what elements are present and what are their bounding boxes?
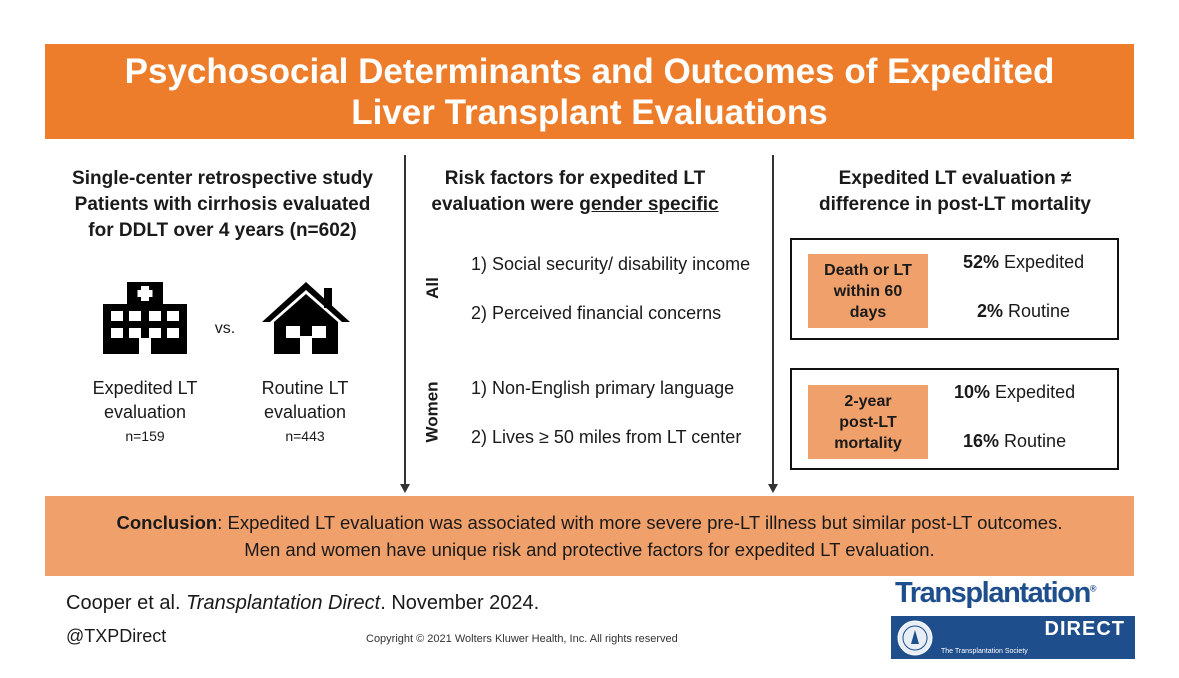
journal-logo-bar: DIRECT The Transplantation Society [891,616,1135,659]
citation-author: Cooper et al. [66,592,187,614]
journal-logo-society: The Transplantation Society [941,648,1028,655]
stat-label: Expedited [990,382,1076,402]
risk-heading: Risk factors for expedited LT evaluation… [415,166,735,218]
stat-routine-2-year: 16% Routine [963,431,1066,452]
stat-label: Routine [1003,301,1071,321]
journal-logo: Transplantation® DIRECT The Transplantat… [891,577,1135,659]
routine-label-line-1: Routine LT [261,378,349,398]
title-banner: Psychosocial Determinants and Outcomes o… [45,44,1134,139]
risk-item: 1) Non-English primary language [471,378,735,398]
divider-line-right [772,155,774,485]
citation: Cooper et al. Transplantation Direct. No… [66,592,539,615]
risk-heading-line-2: evaluation were gender specific [415,192,735,218]
outcome-heading-line-2: difference in post-LT mortality [818,194,1091,215]
conclusion-prefix: Conclusion [116,512,218,533]
outcome-label-line: days [849,303,887,321]
outcome-label-line: 2-year [844,392,892,410]
study-line-1: Single-center retrospective study [72,168,373,189]
divider-line-left [404,155,406,485]
expedited-label-line-1: Expedited LT [92,378,198,398]
risk-item: 2) Lives ≥ 50 miles from LT center [471,427,742,447]
vs-label: vs. [214,320,236,337]
outcome-label-line: mortality [834,434,902,452]
expedited-n: n=159 [125,428,165,444]
outcome-label-line: post-LT [839,413,897,431]
stat-routine-60-day: 2% Routine [977,301,1070,322]
risk-heading-line-1: Risk factors for expedited LT [444,168,706,189]
page-title-line-2: Liver Transplant Evaluations [351,92,828,132]
divider-arrow-right [768,484,778,493]
outcome-heading: Expedited LT evaluation ≠ difference in … [780,166,1130,218]
divider-arrow-left [400,484,410,493]
stat-value: 10% [954,382,991,402]
journal-logo-registered: ® [1089,583,1097,594]
group-label-all-wrap: All [410,276,456,300]
stat-expedited-2-year: 10% Expedited [954,382,1075,403]
conclusion-line-2: Men and women have unique risk and prote… [244,539,935,560]
risk-heading-prefix: evaluation were [431,194,580,215]
risk-item: 2) Perceived financial concerns [471,303,722,323]
expedited-label-line-2: evaluation [103,402,187,422]
copyright-notice: Copyright © 2021 Wolters Kluwer Health, … [366,633,678,645]
group-label-women-wrap: Women [395,381,471,442]
journal-logo-name: Transplantation® [895,577,1097,610]
stat-label: Routine [999,431,1067,451]
conclusion-line-1: Conclusion: Expedited LT evaluation was … [45,509,1134,536]
conclusion-band: Conclusion: Expedited LT evaluation was … [45,496,1134,576]
study-line-2: Patients with cirrhosis evaluated [74,194,371,215]
outcome-label-2-year: 2-year post-LT mortality [808,385,928,459]
journal-logo-sub: DIRECT [1044,618,1125,640]
page-title-line-1: Psychosocial Determinants and Outcomes o… [124,51,1055,91]
stat-value: 52% [963,252,1000,272]
hospital-icon [103,282,187,354]
citation-journal: Transplantation Direct [186,592,381,614]
outcome-label-line: Death or LT [824,261,912,279]
routine-group-label: Routine LT evaluation n=443 [240,376,370,448]
twitter-handle[interactable]: @TXPDirect [66,626,167,646]
group-label-all: All [422,277,442,299]
study-description: Single-center retrospective study Patien… [50,166,395,244]
study-line-3: for DDLT over 4 years (n=602) [88,220,357,241]
house-icon [262,282,350,354]
routine-n: n=443 [285,428,325,444]
citation-date: . November 2024. [380,592,540,614]
expedited-group-label: Expedited LT evaluation n=159 [80,376,210,448]
risk-item: 1) Social security/ disability income [471,254,751,274]
stat-value: 2% [977,301,1004,321]
routine-label-line-2: evaluation [263,402,347,422]
group-label-women: Women [422,381,442,443]
risk-heading-emphasis: gender specific [579,194,719,215]
outcome-heading-line-1: Expedited LT evaluation ≠ [838,168,1072,189]
outcome-label-line: within 60 [833,282,903,300]
conclusion-text: : Expedited LT evaluation was associated… [217,512,1063,533]
journal-logo-wordmark: Transplantation [895,577,1091,609]
stat-expedited-60-day: 52% Expedited [963,252,1084,273]
transplantation-society-seal-icon [897,620,933,656]
stat-label: Expedited [999,252,1085,272]
stat-value: 16% [963,431,1000,451]
outcome-label-60-day: Death or LT within 60 days [808,254,928,328]
